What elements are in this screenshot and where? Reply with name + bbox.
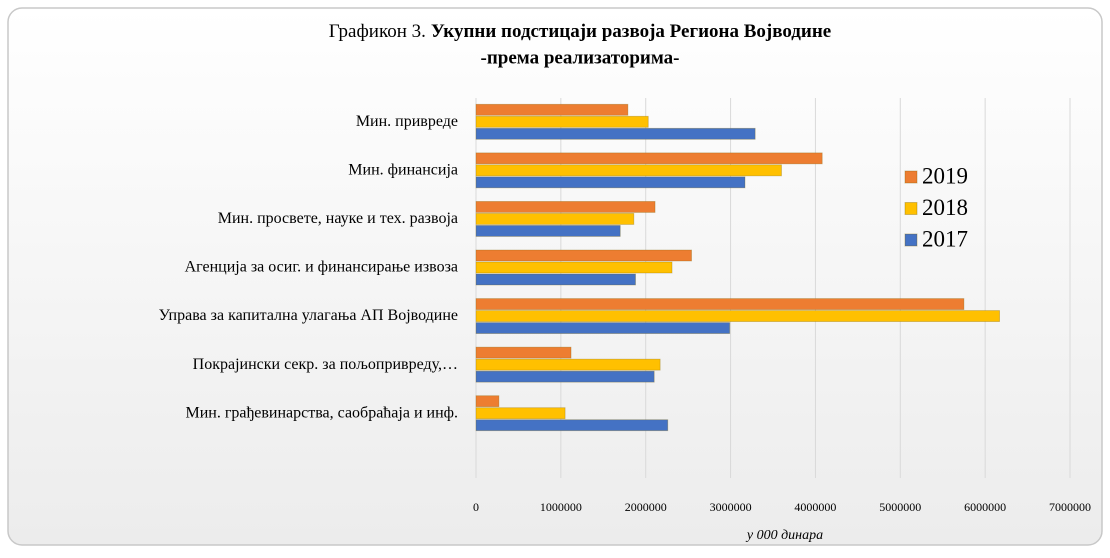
chart-subtitle: -према реализаторима- (481, 47, 680, 68)
bar (475, 407, 566, 420)
y-tick-label: Мин. финансија (348, 162, 458, 179)
bar (475, 358, 661, 371)
chart-title: Графикон 3. Укупни подстицаји развоја Рег… (329, 21, 832, 42)
bar (475, 103, 629, 116)
bar (475, 370, 655, 383)
bar (475, 127, 756, 140)
y-tick-label: Мин. просвете, науке и тех. развоја (218, 210, 458, 227)
y-tick-label: Мин. грађевинарства, саобраћаја и инф. (185, 404, 458, 421)
bar (475, 115, 649, 128)
bar (475, 298, 965, 310)
legend-label: 2019 (922, 163, 968, 188)
bar (475, 213, 635, 225)
y-tick-label: Мин. привреде (356, 113, 458, 130)
bar (475, 152, 823, 165)
bar (475, 419, 669, 432)
bar (475, 261, 673, 274)
legend-swatch (904, 170, 918, 184)
bar (475, 164, 782, 177)
bar (475, 395, 500, 408)
x-tick-label: 0 (473, 500, 479, 514)
legend-label: 2018 (922, 195, 968, 220)
y-tick-label: Агенција за осиг. и финансирање извоза (185, 259, 458, 276)
title-label: Графикон 3. (329, 21, 426, 42)
bar (475, 249, 692, 262)
x-tick-label: 6000000 (964, 500, 1006, 514)
y-tick-label: Покрајински секр. за пољопривреду,… (193, 356, 458, 373)
title-main: Укупни подстицаји развоја Региона Војвод… (431, 21, 831, 42)
bar (475, 346, 572, 359)
x-tick-label: 5000000 (879, 500, 921, 514)
x-tick-label: 2000000 (625, 500, 667, 514)
x-tick-label: 1000000 (540, 500, 582, 514)
bar (475, 273, 636, 286)
y-tick-label: Управа за капитална улагања АП Војводине (159, 307, 458, 324)
x-tick-label: 3000000 (710, 500, 752, 514)
bar (475, 176, 746, 189)
x-axis-label: у 000 динара (745, 528, 823, 543)
bar (475, 322, 731, 334)
bar (475, 201, 656, 213)
legend-swatch (904, 233, 918, 247)
x-tick-label: 7000000 (1049, 500, 1091, 514)
legend-label: 2017 (922, 226, 968, 251)
bar (475, 225, 621, 237)
x-tick-label: 4000000 (794, 500, 836, 514)
legend-swatch (904, 202, 918, 215)
bar (475, 310, 1000, 322)
